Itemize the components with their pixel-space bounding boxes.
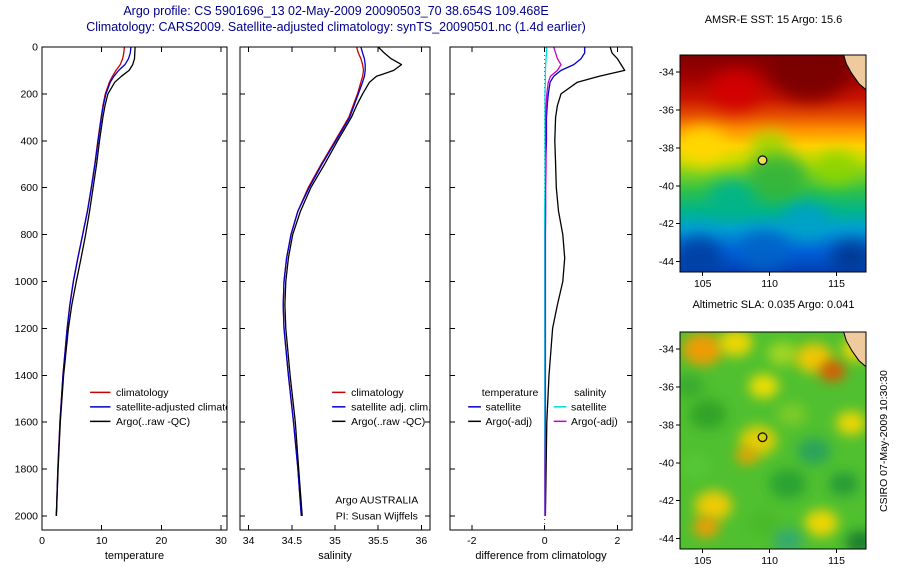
svg-text:1800: 1800 <box>15 464 39 476</box>
amsre-sst-map-field <box>680 55 866 272</box>
svg-text:-42: -42 <box>659 495 674 507</box>
svg-text:600: 600 <box>20 182 38 194</box>
figure-title-line1: Argo profile: CS 5901696_13 02-May-2009 … <box>123 4 549 18</box>
sla-map-title: Altimetric SLA: 0.035 Argo: 0.041 <box>692 299 855 311</box>
temperature-profile-series <box>55 47 136 516</box>
svg-text:-2: -2 <box>467 535 476 547</box>
svg-text:-44: -44 <box>659 256 674 268</box>
altimetric-sla-map-field <box>680 332 866 549</box>
svg-text:1200: 1200 <box>15 323 39 335</box>
sla-map: 105 110 115 -34 -36 -38 -40 -42 -44 <box>659 331 867 567</box>
svg-text:0: 0 <box>39 535 45 547</box>
svg-text:0: 0 <box>542 535 548 547</box>
svg-text:35: 35 <box>329 535 341 547</box>
difference-from-climatology-axes <box>449 46 633 531</box>
svg-text:0: 0 <box>32 42 38 54</box>
salinity-profile-axes <box>239 46 431 531</box>
svg-text:115: 115 <box>828 278 845 290</box>
series-argo-raw-qc- <box>284 47 403 516</box>
csiro-timestamp: CSIRO 07-May-2009 10:30:30 <box>878 370 890 512</box>
sst-map-title: AMSR-E SST: 15 Argo: 15.6 <box>704 14 843 26</box>
svg-text:2000: 2000 <box>15 510 39 522</box>
svg-text:-34: -34 <box>659 67 674 79</box>
svg-text:climatology: climatology <box>351 387 404 399</box>
difference-from-climatology-legend: temperature satellite Argo(-adj) salinity sa… <box>468 387 618 428</box>
coastline-land <box>843 55 866 91</box>
sst-map: 105 110 115 -34 -36 -38 -40 -42 -44 <box>659 54 867 290</box>
svg-text:34: 34 <box>243 535 255 547</box>
series-temperature-argo-adj- <box>544 47 626 516</box>
svg-text:800: 800 <box>20 229 38 241</box>
svg-text:salinity: salinity <box>574 387 607 399</box>
argo-position-marker <box>757 432 768 443</box>
svg-text:34.5: 34.5 <box>282 535 303 547</box>
argo-position-marker <box>757 155 768 166</box>
svg-text:satellite-adjusted climatology: satellite-adjusted climatology <box>116 401 251 413</box>
svg-text:2: 2 <box>615 535 621 547</box>
series-salinity-satellite <box>543 47 548 516</box>
series-salinity-argo-adj- <box>544 47 562 516</box>
series-argo-raw-qc- <box>55 47 136 516</box>
temperature-profile-chart: 0 10 20 30 0 200 400 600 800 1000 1200 1400 1600 1800… <box>15 42 228 562</box>
svg-text:1000: 1000 <box>15 276 39 288</box>
svg-text:115: 115 <box>828 555 845 567</box>
svg-text:satellite: satellite <box>485 401 521 413</box>
svg-text:Argo(-adj): Argo(-adj) <box>485 416 532 428</box>
svg-text:10: 10 <box>96 535 108 547</box>
salinity-profile-legend: climatology satellite adj. clim. Argo(..ra… <box>332 387 431 428</box>
temperature-profile-axes <box>41 46 228 531</box>
svg-text:200: 200 <box>20 88 38 100</box>
svg-text:1600: 1600 <box>15 417 39 429</box>
svg-text:-36: -36 <box>659 104 674 116</box>
svg-text:20: 20 <box>156 535 168 547</box>
svg-text:-34: -34 <box>659 344 674 356</box>
altimetric-sla-map-axes <box>676 331 867 553</box>
svg-text:-38: -38 <box>659 142 674 154</box>
x-axis-label: difference from climatology <box>475 550 607 562</box>
figure-title-line2: Climatology: CARS2009. Satellite-adjuste… <box>86 20 586 34</box>
svg-text:Argo(..raw -QC): Argo(..raw -QC) <box>351 416 425 428</box>
svg-text:110: 110 <box>761 555 778 567</box>
series-satellite-adj-clim- <box>282 47 366 516</box>
svg-text:-40: -40 <box>659 457 674 469</box>
svg-text:Argo(..raw -QC): Argo(..raw -QC) <box>116 416 190 428</box>
svg-text:Argo AUSTRALIA: Argo AUSTRALIA <box>335 494 418 506</box>
svg-text:-42: -42 <box>659 218 674 230</box>
difference-profile-chart: -2 0 2 difference from climatology temperatu… <box>449 46 633 562</box>
figure-header: Argo profile: CS 5901696_13 02-May-2009 … <box>0 3 672 35</box>
amsre-sst-map-axes <box>676 54 867 276</box>
svg-text:1400: 1400 <box>15 370 39 382</box>
svg-text:-38: -38 <box>659 419 674 431</box>
svg-text:105: 105 <box>694 278 712 290</box>
svg-text:Argo(-adj): Argo(-adj) <box>571 416 618 428</box>
svg-text:-36: -36 <box>659 381 674 393</box>
x-axis-label: temperature <box>105 550 164 562</box>
svg-text:-44: -44 <box>659 533 674 545</box>
svg-text:PI: Susan Wijffels: PI: Susan Wijffels <box>336 510 418 522</box>
salinity-profile-chart: 34 34.5 35 35.5 36 salinity climatology satelli… <box>239 46 431 562</box>
svg-text:105: 105 <box>694 555 712 567</box>
x-axis-label: salinity <box>318 550 352 562</box>
series-satellite-adjusted-climatology <box>55 47 132 516</box>
svg-text:35.5: 35.5 <box>368 535 389 547</box>
svg-text:satellite: satellite <box>571 401 607 413</box>
coastline-land <box>843 332 866 368</box>
svg-text:-40: -40 <box>659 180 674 192</box>
salinity-profile-series <box>282 47 403 516</box>
svg-text:110: 110 <box>761 278 778 290</box>
svg-text:temperature: temperature <box>482 387 539 399</box>
pi-annotation: Argo AUSTRALIA PI: Susan Wijffels <box>335 494 418 522</box>
svg-text:36: 36 <box>416 535 428 547</box>
difference-from-climatology-series <box>543 47 626 516</box>
svg-text:30: 30 <box>215 535 227 547</box>
svg-text:climatology: climatology <box>116 387 169 399</box>
svg-text:satellite adj. clim.: satellite adj. clim. <box>351 401 431 413</box>
temperature-profile-legend: climatology satellite-adjusted climatolog… <box>90 387 251 428</box>
svg-text:400: 400 <box>20 135 38 147</box>
